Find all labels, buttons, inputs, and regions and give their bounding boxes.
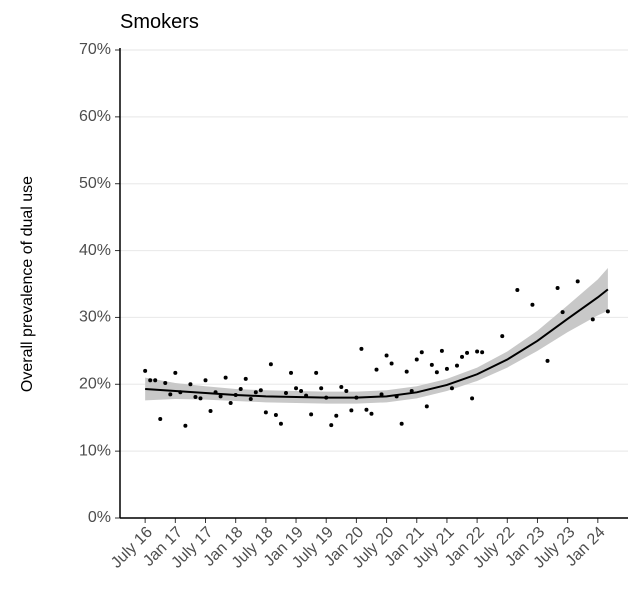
point [384, 353, 389, 358]
point [329, 423, 334, 428]
point [560, 310, 565, 315]
point [460, 354, 465, 359]
y-tick-label: 10% [79, 442, 111, 459]
point [530, 302, 535, 307]
point [590, 317, 595, 322]
point [243, 376, 248, 381]
y-tick-label: 50% [79, 175, 111, 192]
point [268, 362, 273, 367]
point [454, 363, 459, 368]
point [168, 392, 173, 397]
point [208, 409, 213, 414]
point [500, 334, 505, 339]
point [444, 366, 449, 371]
y-tick-label: 60% [79, 108, 111, 125]
point [369, 411, 374, 416]
point [399, 421, 404, 426]
point [389, 361, 394, 366]
point [470, 396, 475, 401]
point [344, 388, 349, 393]
point [334, 413, 339, 418]
y-tick-label: 30% [79, 309, 111, 326]
y-tick-label: 20% [79, 376, 111, 393]
point [545, 358, 550, 363]
point [263, 410, 268, 415]
point [314, 370, 319, 375]
point [359, 346, 364, 351]
point [605, 309, 610, 314]
point [198, 396, 203, 401]
point [203, 378, 208, 383]
point [339, 384, 344, 389]
point [475, 349, 480, 354]
point [163, 380, 168, 385]
point [173, 370, 178, 375]
chart-title: Smokers [120, 11, 199, 33]
point [404, 369, 409, 374]
smooth-line [145, 288, 609, 399]
point [379, 392, 384, 397]
point [143, 368, 148, 373]
point [273, 413, 278, 418]
point [319, 386, 324, 391]
point [253, 390, 258, 395]
point [555, 286, 560, 291]
point [238, 386, 243, 391]
point [364, 407, 369, 412]
point [434, 370, 439, 375]
point [424, 404, 429, 409]
point [429, 362, 434, 367]
point [218, 394, 223, 399]
point [148, 378, 153, 383]
y-tick-label: 70% [79, 41, 111, 58]
point [228, 401, 233, 406]
point [299, 388, 304, 393]
point [153, 378, 158, 383]
point [183, 423, 188, 428]
point [283, 390, 288, 395]
y-tick-label: 40% [79, 242, 111, 259]
point [465, 350, 470, 355]
y-tick-label: 0% [88, 509, 111, 526]
point [374, 367, 379, 372]
point [223, 375, 228, 380]
point [349, 408, 354, 413]
point [439, 348, 444, 353]
point [449, 386, 454, 391]
point [193, 394, 198, 399]
point [294, 386, 299, 391]
point [480, 350, 485, 355]
point [575, 279, 580, 284]
point [158, 417, 163, 422]
point [278, 421, 283, 426]
point [309, 412, 314, 417]
point [414, 357, 419, 362]
confidence-band [145, 267, 608, 404]
point [258, 388, 263, 393]
point [188, 382, 193, 387]
y-axis-label: Overall prevalence of dual use [19, 176, 36, 392]
point [419, 350, 424, 355]
point [289, 370, 294, 375]
point [515, 288, 520, 293]
point [248, 396, 253, 401]
